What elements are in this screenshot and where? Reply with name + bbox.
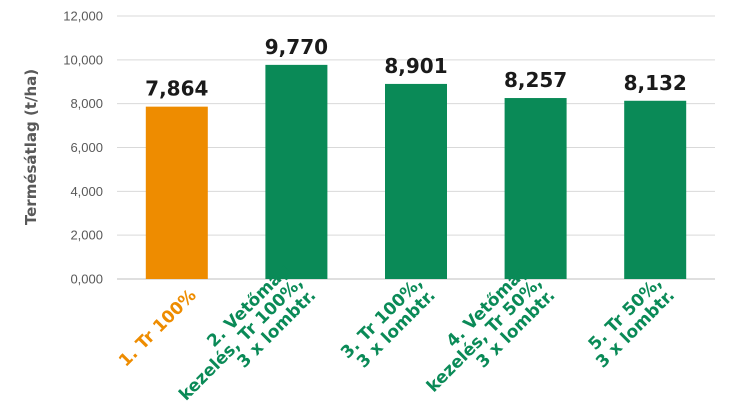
data-labels: 7,864 9,770 8,901 8,257 8,132: [145, 35, 687, 101]
category-label-line: kezelés, Tr 50%,: [423, 273, 547, 397]
bar: [145, 106, 208, 279]
y-tick-label: 6,000: [70, 140, 103, 155]
y-tick-label: 0,000: [70, 272, 103, 287]
bar: [265, 64, 328, 279]
y-tick-label: 8,000: [70, 96, 103, 111]
y-tick-labels: 0,000 2,000 4,000 6,000 8,000 10,000 12,000: [63, 9, 103, 287]
category-label-line: 1. Tr 100%: [115, 286, 200, 371]
category-label: 1. Tr 100%: [115, 286, 200, 371]
y-tick-label: 10,000: [63, 52, 103, 67]
data-label: 9,770: [265, 35, 328, 59]
y-tick-label: 4,000: [70, 184, 103, 199]
category-label: 5. Tr 50%,3 x lombtr.: [585, 273, 679, 372]
category-label-line: kezelés, Tr 100%,: [175, 273, 307, 405]
y-tick-label: 12,000: [63, 9, 103, 24]
bar: [385, 83, 447, 280]
y-tick-label: 2,000: [70, 228, 103, 243]
y-axis-title: Termésátlag (t/ha): [22, 69, 40, 225]
category-label: 3. Tr 100%,3 x lombtr.: [337, 273, 440, 372]
data-label: 8,257: [504, 68, 567, 92]
data-label: 8,132: [624, 71, 687, 95]
data-label: 8,901: [384, 54, 447, 78]
bars: [145, 64, 687, 280]
bar: [504, 98, 567, 279]
bar: [624, 100, 687, 279]
data-label: 7,864: [145, 77, 208, 101]
